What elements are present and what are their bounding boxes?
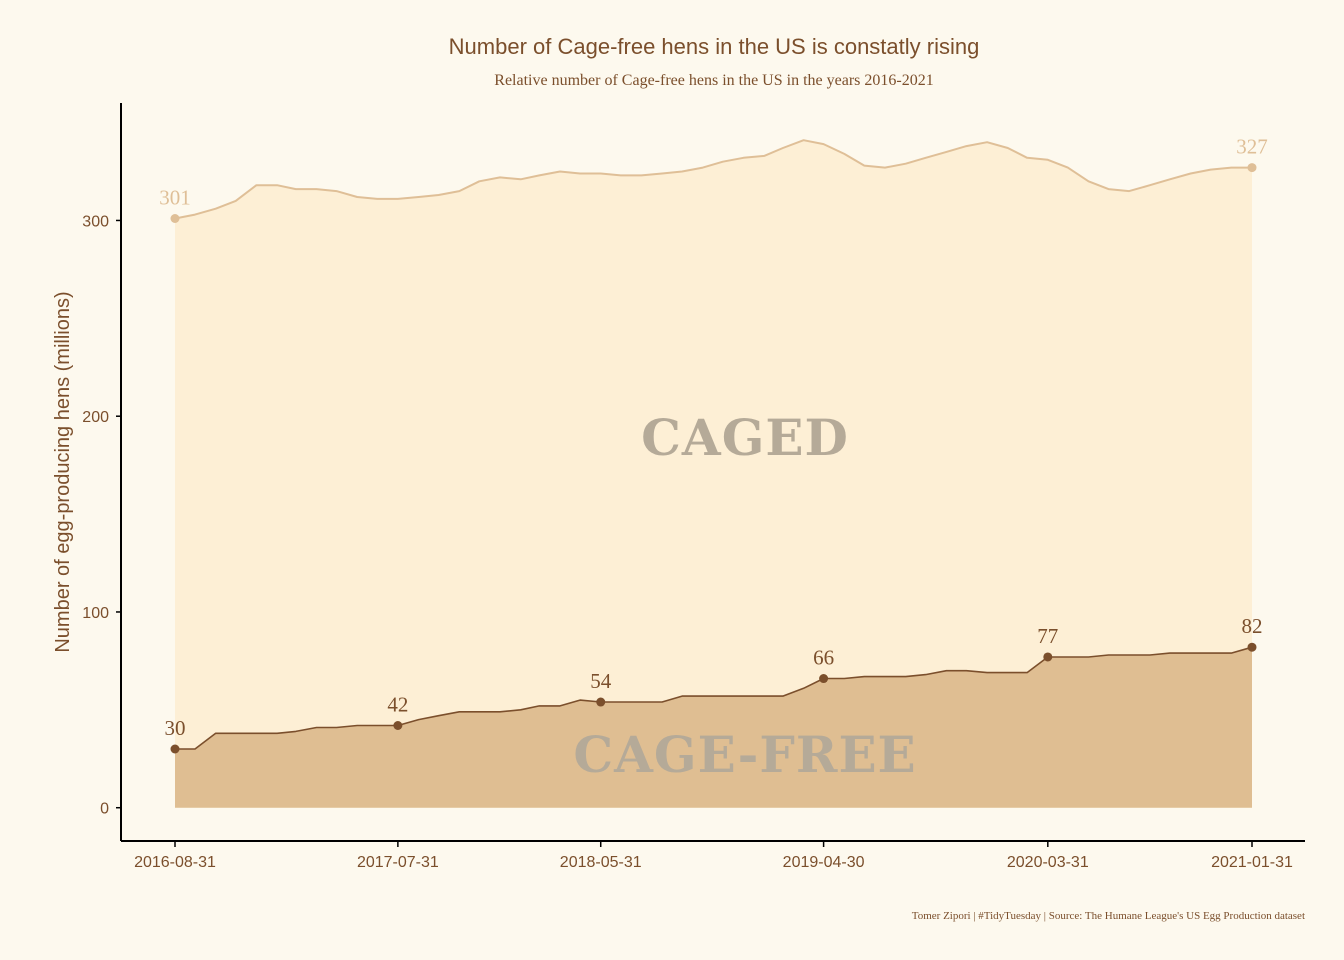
cage-free-area-label: CAGE-FREE [573,725,916,784]
x-tick-label: 2021-01-31 [1211,854,1293,871]
cage_free-data-label: 66 [813,646,834,670]
cage_free-point [819,674,829,684]
chart-caption: Tomer Zipori | #TidyTuesday | Source: Th… [912,910,1305,922]
total-area [175,140,1252,808]
data-points: 301 327 30 42 54 66 77 82 [159,135,1268,754]
y-tick-label: 200 [82,409,109,426]
total-data-label: 327 [1236,135,1268,159]
total-line [174,139,1252,220]
x-tick-label: 2020-03-31 [1007,854,1089,871]
total-point [170,213,180,223]
y-tick-label: 300 [82,213,109,230]
y-tick-label: 100 [82,605,109,622]
cage-free-line [175,646,1253,750]
axes: 0 100 200 300 2016-08-31 2017-07-31 2018-05-31… [82,103,1305,871]
cage_free-data-label: 77 [1037,624,1058,648]
x-tick-label: 2018-05-31 [560,854,642,871]
area-layer [174,139,1253,808]
caged-area-label: CAGED [641,408,849,467]
cage-free-area [175,647,1252,808]
total-data-label: 301 [159,185,191,209]
cage_free-point [596,697,606,707]
cage_free-data-label: 82 [1242,614,1263,638]
y-tick-label: 0 [100,801,109,818]
cage_free-data-label: 54 [590,669,612,693]
cage_free-data-label: 30 [165,716,186,740]
cage_free-point [1043,652,1053,662]
cage_free-point [170,744,180,754]
chart-title: Number of Cage-free hens in the US is co… [449,34,980,59]
x-tick-label: 2019-04-30 [783,854,865,871]
chart-subtitle: Relative number of Cage-free hens in the… [494,72,933,89]
x-tick-label: 2017-07-31 [357,854,439,871]
cage_free-point [393,721,403,731]
total-point [1247,163,1257,173]
y-axis-label: Number of egg-producing hens (millions) [52,291,74,652]
x-tick-label: 2016-08-31 [134,854,216,871]
cage_free-point [1247,642,1257,652]
cage_free-data-label: 42 [387,693,408,717]
